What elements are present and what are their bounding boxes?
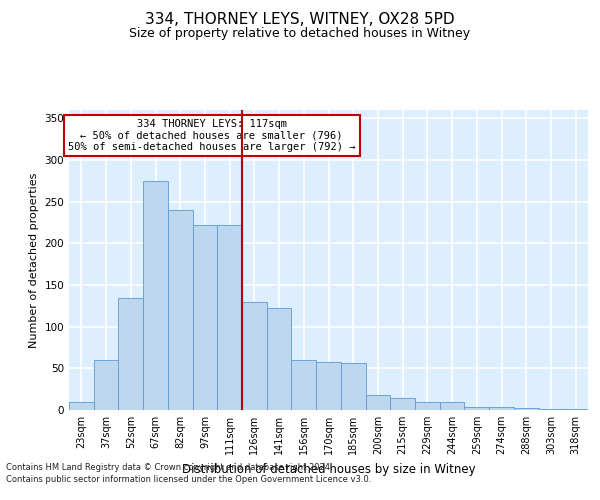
Y-axis label: Number of detached properties: Number of detached properties	[29, 172, 39, 348]
Bar	[440, 402, 464, 410]
Bar	[94, 360, 118, 410]
Bar	[69, 402, 94, 410]
Text: 334, THORNEY LEYS, WITNEY, OX28 5PD: 334, THORNEY LEYS, WITNEY, OX28 5PD	[145, 12, 455, 28]
Text: Size of property relative to detached houses in Witney: Size of property relative to detached ho…	[130, 28, 470, 40]
Bar	[316, 362, 341, 410]
Bar	[365, 395, 390, 410]
Bar	[217, 225, 242, 410]
Bar	[168, 210, 193, 410]
Text: Contains HM Land Registry data © Crown copyright and database right 2024.: Contains HM Land Registry data © Crown c…	[6, 464, 332, 472]
Bar	[292, 360, 316, 410]
Bar	[267, 308, 292, 410]
Bar	[242, 302, 267, 410]
Bar	[390, 398, 415, 410]
Bar	[464, 406, 489, 410]
Bar	[118, 298, 143, 410]
Bar	[193, 225, 217, 410]
Bar	[415, 402, 440, 410]
Bar	[489, 406, 514, 410]
Bar	[341, 362, 365, 410]
Bar	[514, 408, 539, 410]
Text: 334 THORNEY LEYS: 117sqm
← 50% of detached houses are smaller (796)
50% of semi-: 334 THORNEY LEYS: 117sqm ← 50% of detach…	[68, 119, 355, 152]
Bar	[143, 181, 168, 410]
X-axis label: Distribution of detached houses by size in Witney: Distribution of detached houses by size …	[182, 462, 475, 475]
Bar	[539, 409, 563, 410]
Text: Contains public sector information licensed under the Open Government Licence v3: Contains public sector information licen…	[6, 475, 371, 484]
Bar	[563, 409, 588, 410]
